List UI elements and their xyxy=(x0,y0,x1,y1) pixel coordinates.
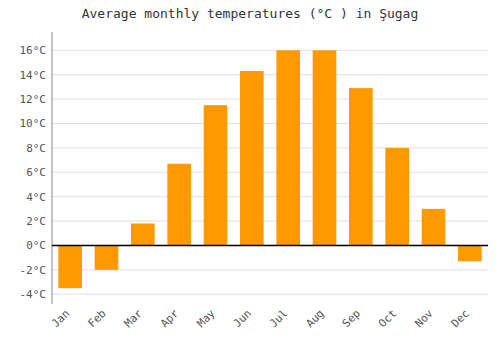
x-tick-label: Nov xyxy=(412,307,436,331)
bar xyxy=(167,164,191,246)
zero-line xyxy=(52,245,488,247)
y-tick-label: 12°C xyxy=(20,93,47,106)
bar xyxy=(131,223,155,245)
grid-line xyxy=(52,172,488,173)
y-tick-label: -2°C xyxy=(20,264,47,277)
grid-line xyxy=(52,123,488,124)
grid xyxy=(52,50,488,294)
x-tick-label: Mar xyxy=(122,307,146,331)
x-tick-label: Jul xyxy=(267,307,290,330)
x-tick-label: Dec xyxy=(449,307,472,330)
grid-line xyxy=(52,50,488,51)
y-tick-label: -4°C xyxy=(20,288,47,301)
bar xyxy=(95,245,119,269)
bar xyxy=(313,50,337,245)
y-tick-label: 2°C xyxy=(26,215,46,228)
bar xyxy=(58,245,82,288)
bar xyxy=(240,71,264,245)
grid-line xyxy=(52,245,488,246)
x-tick-label: Jan xyxy=(49,307,72,330)
grid-line xyxy=(52,74,488,75)
x-tick-label: Jun xyxy=(231,307,254,330)
x-tick-label: May xyxy=(194,307,218,331)
grid-line xyxy=(52,196,488,197)
title: Average monthly temperatures (°C ) in Şu… xyxy=(82,6,419,21)
bar xyxy=(385,148,409,246)
y-tick-label: 0°C xyxy=(26,239,46,252)
x-tick-label: Aug xyxy=(303,307,326,330)
bars xyxy=(52,50,488,288)
x-tick-label: Feb xyxy=(85,307,108,330)
y-tick-label: 8°C xyxy=(26,142,46,155)
bar xyxy=(422,209,446,246)
chart: Average monthly temperatures (°C ) in Şu… xyxy=(0,0,500,350)
x-tick-label: Apr xyxy=(158,307,182,331)
grid-line xyxy=(52,294,488,295)
bar xyxy=(204,105,228,245)
bar xyxy=(276,50,300,245)
y-tick-label: 16°C xyxy=(20,44,47,57)
y-tick-label: 6°C xyxy=(26,166,46,179)
bar xyxy=(458,245,482,261)
grid-line xyxy=(52,99,488,100)
y-tick-label: 4°C xyxy=(26,191,46,204)
x-tick-label: Sep xyxy=(340,307,363,330)
bar xyxy=(349,88,373,245)
x-tick-label: Oct xyxy=(376,307,399,330)
y-tick-label: 10°C xyxy=(20,117,47,130)
y-axis-line xyxy=(52,32,53,304)
y-tick-label: 14°C xyxy=(20,69,47,82)
grid-line xyxy=(52,147,488,148)
